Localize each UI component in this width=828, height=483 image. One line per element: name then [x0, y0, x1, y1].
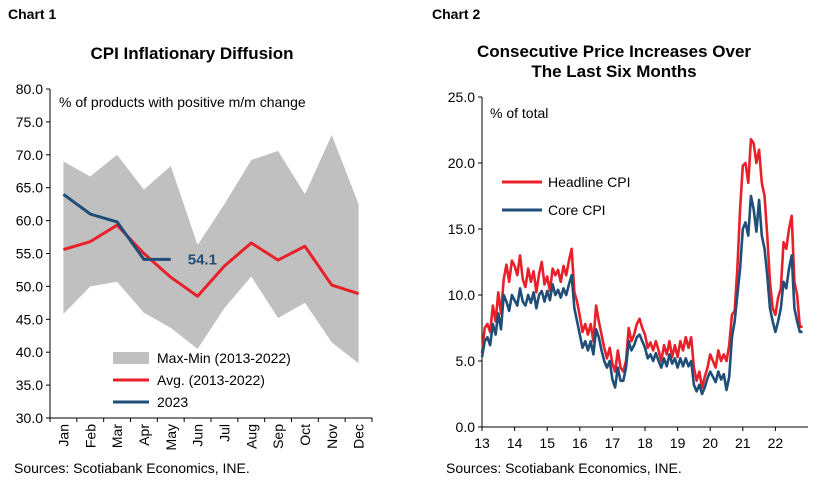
x-tick-label: May — [163, 424, 179, 450]
y-tick-label: 55.0 — [16, 246, 43, 262]
x-tick-label: 20 — [702, 435, 718, 451]
chart-1-title: CPI Inflationary Diffusion — [90, 44, 294, 63]
y-tick-label: 80.0 — [16, 81, 43, 97]
y-tick-label: 65.0 — [16, 180, 43, 196]
x-tick-label: Apr — [136, 424, 152, 446]
legend-label: Avg. (2013-2022) — [157, 372, 265, 388]
series-line-avg — [62, 223, 360, 298]
y-tick-label: 50.0 — [16, 278, 43, 294]
chart-1-source: Sources: Scotiabank Economics, INE. — [14, 460, 250, 476]
y-tick-label: 15.0 — [448, 221, 475, 237]
chart-2-plot: 0.0 5.0 10.0 15.0 20.0 25.0 13 14 15 16 17 18 19 20 21… — [448, 89, 808, 451]
max-min-band — [63, 135, 359, 364]
y-tick-label: 20.0 — [448, 155, 475, 171]
y-tick-label: 35.0 — [16, 377, 43, 393]
y-tick-label: 10.0 — [448, 287, 475, 303]
x-tick-label: 18 — [637, 435, 653, 451]
x-tick-label: 16 — [572, 435, 588, 451]
legend-band-swatch — [113, 352, 149, 364]
y-tick-label: 40.0 — [16, 344, 43, 360]
chart-2-source: Sources: Scotiabank Economics, INE. — [446, 460, 682, 476]
x-tick-label: Dec — [351, 424, 367, 449]
y-tick-label: 75.0 — [16, 114, 43, 130]
y-tick-label: 25.0 — [448, 89, 475, 105]
x-tick-label: 17 — [605, 435, 621, 451]
chart-1-plot: 30.0 35.0 40.0 45.0 50.0 55.0 60.0 65.0 70.0 75.0… — [16, 81, 373, 450]
chart-2-title-line-1: Consecutive Price Increases Over — [476, 42, 752, 61]
chart-1-label: Chart 1 — [8, 6, 57, 22]
legend-label: Headline CPI — [548, 174, 631, 190]
x-tick-label: Sep — [270, 424, 286, 449]
legend-label: Core CPI — [548, 202, 606, 218]
chart-2-panel: Chart 2 Consecutive Price Increases Over… — [414, 0, 828, 483]
series-line-headline-cpi — [480, 137, 803, 389]
x-tick-label: Oct — [297, 424, 313, 446]
series-line-core-cpi — [480, 194, 803, 396]
x-tick-label: 19 — [670, 435, 686, 451]
y-tick-label: 5.0 — [456, 353, 476, 369]
data-label-2023: 54.1 — [188, 251, 217, 268]
chart-1-annotation: % of products with positive m/m change — [59, 94, 306, 110]
series-line-2023 — [62, 193, 171, 261]
chart-2-title: Consecutive Price Increases Over The Las… — [444, 42, 784, 82]
x-tick-label: Mar — [109, 424, 125, 448]
y-tick-label: 60.0 — [16, 213, 43, 229]
y-tick-label: 70.0 — [16, 147, 43, 163]
y-tick-label: 45.0 — [16, 311, 43, 327]
x-tick-label: 14 — [507, 435, 523, 451]
y-tick-label: 0.0 — [456, 419, 476, 435]
chart-2-title-line-2: The Last Six Months — [531, 62, 697, 81]
x-tick-label: 13 — [474, 435, 490, 451]
y-tick-label: 30.0 — [16, 410, 43, 426]
x-tick-label: 22 — [768, 435, 784, 451]
x-tick-label: Aug — [243, 424, 259, 449]
x-tick-label: Jul — [216, 424, 232, 442]
x-tick-label: 21 — [735, 435, 751, 451]
x-tick-label: 15 — [539, 435, 555, 451]
chart-1-panel: Chart 1 CPI Inflationary Diffusion 30.0 3… — [8, 6, 373, 476]
x-tick-label: Jun — [190, 424, 206, 447]
x-tick-label: Nov — [324, 424, 340, 449]
chart-2-annotation: % of total — [490, 105, 548, 121]
chart-2-label: Chart 2 — [432, 6, 481, 22]
x-tick-label: Jan — [55, 424, 71, 447]
legend-band-label: Max-Min (2013-2022) — [157, 350, 291, 366]
legend-label: 2023 — [157, 394, 188, 410]
x-tick-label: Feb — [82, 424, 98, 448]
